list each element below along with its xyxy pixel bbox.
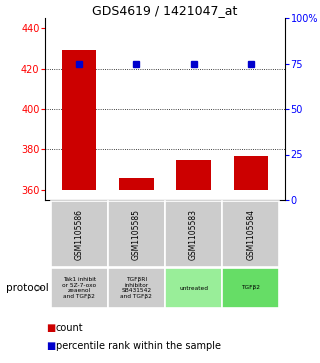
Text: protocol: protocol [6, 283, 49, 293]
Bar [108, 201, 165, 267]
Bar [51, 268, 108, 307]
Text: TGFβRI
inhibitor
SB431542
and TGFβ2: TGFβRI inhibitor SB431542 and TGFβ2 [121, 277, 152, 299]
Bar [176, 160, 211, 190]
Title: GDS4619 / 1421047_at: GDS4619 / 1421047_at [92, 4, 238, 17]
Text: TGFβ2: TGFβ2 [241, 286, 260, 290]
Bar [119, 178, 154, 190]
Text: ■: ■ [46, 323, 56, 333]
Text: percentile rank within the sample: percentile rank within the sample [56, 341, 221, 351]
Text: GSM1105583: GSM1105583 [189, 208, 198, 260]
Text: Tak1 inhibit
or 5Z-7-oxo
zeaenol
and TGFβ2: Tak1 inhibit or 5Z-7-oxo zeaenol and TGF… [62, 277, 96, 299]
Bar [165, 201, 222, 267]
Text: untreated: untreated [179, 286, 208, 290]
Bar [62, 50, 96, 190]
Text: GSM1105585: GSM1105585 [132, 208, 141, 260]
Bar [222, 201, 279, 267]
Bar [234, 155, 268, 190]
Text: GSM1105586: GSM1105586 [75, 208, 84, 260]
Text: GSM1105584: GSM1105584 [246, 208, 255, 260]
Bar [51, 201, 108, 267]
Text: count: count [56, 323, 84, 333]
Bar [165, 268, 222, 307]
Bar [222, 268, 279, 307]
Text: ■: ■ [46, 341, 56, 351]
Bar [108, 268, 165, 307]
